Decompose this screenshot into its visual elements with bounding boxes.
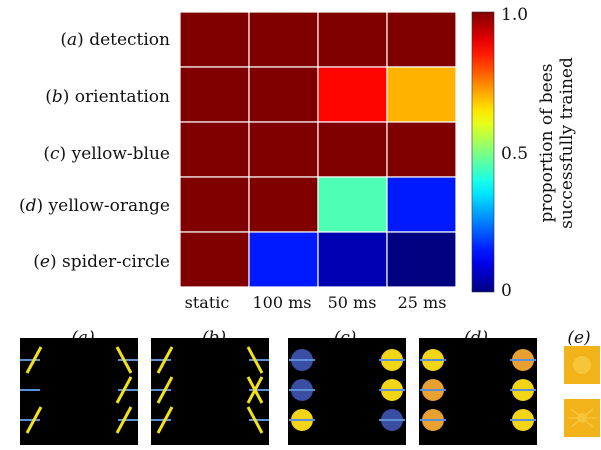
col-label-50ms: 50 ms — [327, 293, 377, 312]
heatmap-cell-r2-c0 — [179, 121, 250, 178]
row-label-orientation: (b) orientation — [45, 87, 170, 107]
heatmap-cell-r3-c2 — [317, 176, 388, 233]
heatmap-cell-r3-c1 — [248, 176, 319, 233]
heatmap-cell-r4-c0 — [179, 231, 250, 288]
col-label-static: static — [184, 293, 230, 312]
heatmap-cell-r3-c3 — [386, 176, 457, 233]
heatmap-cell-r1-c0 — [179, 66, 250, 123]
panel-b-bar-left-0 — [156, 346, 174, 374]
panel-b-bar-right-0 — [246, 346, 264, 374]
heatmap-cell-r4-c1 — [248, 231, 319, 288]
row-label-yellow-blue: (c) yellow-blue — [43, 144, 170, 164]
panel-e-spider-leg-3 — [581, 417, 594, 428]
stimulus-panel-b — [151, 338, 269, 445]
heatmap-cell-r1-c2 — [317, 66, 388, 123]
panel-a-bar-5 — [115, 406, 133, 434]
heatmap-cell-r0-c0 — [179, 11, 250, 68]
heatmap-cell-r4-c2 — [317, 231, 388, 288]
row-label-yellow-orange: (d) yellow-orange — [18, 196, 170, 216]
row-label-spider-circle: (e) spider-circle — [33, 252, 170, 272]
heatmap-cell-r4-c3 — [386, 231, 457, 288]
colorbar-tick-0-5: 0.5 — [501, 144, 529, 164]
panel-b-bar-right-3 — [246, 406, 264, 434]
panel-e-spider-leg-2 — [570, 417, 583, 428]
row-label-detection: (a) detection — [60, 30, 170, 50]
heatmap-cell-r0-c3 — [386, 11, 457, 68]
panel-e-spider-leg-0 — [570, 408, 583, 419]
heatmap-cell-r1-c3 — [386, 66, 457, 123]
colorbar-tick-1: 1.0 — [501, 5, 529, 25]
colorbar — [471, 11, 495, 293]
heatmap-cell-r2-c2 — [317, 121, 388, 178]
panel-b-bar-left-1 — [156, 376, 174, 404]
stimulus-panel-a — [20, 338, 138, 445]
panel-label-e: (e) — [567, 328, 591, 348]
col-label-100ms: 100 ms — [252, 293, 312, 312]
panel-b-bar-left-2 — [156, 406, 174, 434]
panel-a-bar-2 — [25, 406, 43, 434]
col-label-25ms: 25 ms — [397, 293, 447, 312]
panel-a-bar-3 — [115, 346, 133, 374]
heatmap-cell-r0-c1 — [248, 11, 319, 68]
panel-a-bar-1 — [25, 346, 43, 374]
colorbar-tick-0: 0 — [501, 281, 512, 301]
panel-b-bar-right-2 — [246, 376, 264, 404]
heatmap-cell-r0-c2 — [317, 11, 388, 68]
panel-e-spider-leg-1 — [581, 408, 594, 419]
heatmap-cell-r2-c3 — [386, 121, 457, 178]
heatmap-cell-r1-c1 — [248, 66, 319, 123]
panel-e-circle-shape — [573, 356, 591, 374]
panel-a-bar-4 — [115, 376, 133, 404]
heatmap-cell-r3-c0 — [179, 176, 250, 233]
heatmap-cell-r2-c1 — [248, 121, 319, 178]
